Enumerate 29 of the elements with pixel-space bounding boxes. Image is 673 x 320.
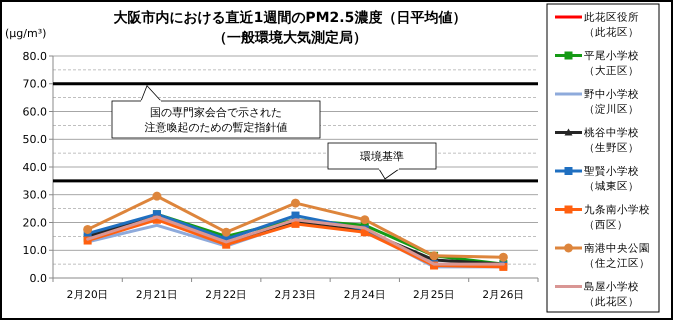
- y-tick-label: 20.0: [22, 216, 47, 230]
- legend-label: 九条南小学校（西区）: [584, 203, 650, 232]
- x-tick-label: 2月20日: [66, 289, 109, 301]
- y-tick-label: 30.0: [22, 188, 47, 202]
- y-tick-label: 80.0: [22, 50, 47, 63]
- legend-label: 聖賢小学校（城東区）: [584, 164, 639, 193]
- y-tick-label: 0.0: [30, 272, 47, 285]
- legend-label: 野中小学校（淀川区）: [584, 88, 639, 116]
- y-tick-label: 70.0: [22, 78, 47, 91]
- ref-line-label: 環境基準: [360, 150, 404, 163]
- y-tick-label: 60.0: [22, 105, 47, 118]
- y-axis-title: (μg/m³): [5, 27, 46, 40]
- y-tick-label: 40.0: [22, 160, 47, 174]
- legend-label: 桃谷中学校（生野区）: [584, 126, 639, 154]
- y-tick-label: 50.0: [22, 133, 47, 146]
- y-tick-label: 10.0: [22, 244, 47, 258]
- chart-subtitle: （一般環境大気測定局）: [213, 29, 367, 46]
- x-tick-label: 2月24日: [344, 289, 386, 301]
- legend-label: 南港中央公園（住之江区）: [584, 242, 650, 270]
- x-tick-label: 2月22日: [205, 289, 248, 301]
- x-tick-label: 2月23日: [274, 289, 317, 301]
- x-tick-label: 2月26日: [482, 289, 524, 301]
- legend-label: 平尾小学校（大正区）: [584, 49, 639, 78]
- chart-title: 大阪市内における直近1週間のPM2.5濃度（日平均値）: [114, 9, 466, 26]
- x-tick-label: 2月25日: [413, 289, 456, 301]
- x-tick-label: 2月21日: [136, 289, 178, 301]
- ref-line-label: 国の専門家会合で示された注意喚起のための暫定指針値: [144, 106, 288, 134]
- legend-label: 此花区役所（此花区）: [584, 10, 639, 39]
- legend-label: 島屋小学校（此花区）: [584, 280, 639, 308]
